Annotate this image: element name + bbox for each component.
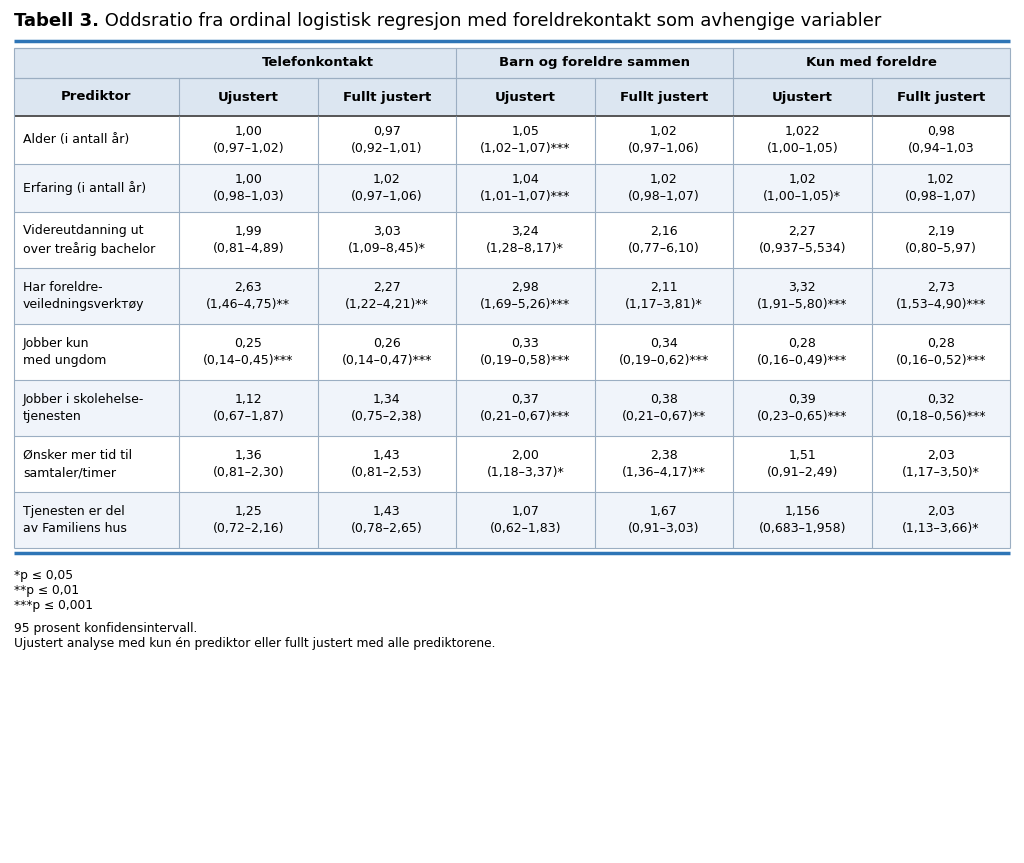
Text: 1,36
(0,81–2,30): 1,36 (0,81–2,30) <box>212 449 284 479</box>
Text: 1,02
(0,97–1,06): 1,02 (0,97–1,06) <box>628 125 699 155</box>
Text: 1,43
(0,78–2,65): 1,43 (0,78–2,65) <box>351 505 423 535</box>
Text: 0,98
(0,94–1,03: 0,98 (0,94–1,03 <box>907 125 974 155</box>
Text: **p ≤ 0,01: **p ≤ 0,01 <box>14 584 79 597</box>
Text: Alder (i antall år): Alder (i antall år) <box>23 134 129 147</box>
Text: 1,67
(0,91–3,03): 1,67 (0,91–3,03) <box>628 505 699 535</box>
Text: 3,24
(1,28–8,17)*: 3,24 (1,28–8,17)* <box>486 225 564 255</box>
Text: *p ≤ 0,05: *p ≤ 0,05 <box>14 569 73 582</box>
Bar <box>14 78 1010 116</box>
Text: Ujustert: Ujustert <box>495 91 556 104</box>
Text: 0,97
(0,92–1,01): 0,97 (0,92–1,01) <box>351 125 423 155</box>
Text: 0,34
(0,19–0,62)***: 0,34 (0,19–0,62)*** <box>618 337 709 367</box>
Text: Fullt justert: Fullt justert <box>343 91 431 104</box>
Text: 0,32
(0,18–0,56)***: 0,32 (0,18–0,56)*** <box>896 393 986 423</box>
Bar <box>14 48 1010 78</box>
Text: Tabell 3.: Tabell 3. <box>14 12 99 30</box>
Text: Kun med foreldre: Kun med foreldre <box>806 56 937 70</box>
Bar <box>14 436 1010 492</box>
Text: 1,43
(0,81–2,53): 1,43 (0,81–2,53) <box>351 449 423 479</box>
Text: 2,73
(1,53–4,90)***: 2,73 (1,53–4,90)*** <box>896 281 986 311</box>
Text: Telefonkontakt: Telefonkontakt <box>261 56 374 70</box>
Text: 95 prosent konfidensintervall.: 95 prosent konfidensintervall. <box>14 622 198 635</box>
Text: 2,38
(1,36–4,17)**: 2,38 (1,36–4,17)** <box>622 449 706 479</box>
Text: Barn og foreldre sammen: Barn og foreldre sammen <box>499 56 690 70</box>
Text: Jobber kun
med ungdom: Jobber kun med ungdom <box>23 337 106 367</box>
Text: 1,02
(1,00–1,05)*: 1,02 (1,00–1,05)* <box>763 173 842 203</box>
Text: 1,00
(0,97–1,02): 1,00 (0,97–1,02) <box>212 125 284 155</box>
Text: 1,05
(1,02–1,07)***: 1,05 (1,02–1,07)*** <box>480 125 570 155</box>
Text: Ujustert analyse med kun én prediktor eller fullt justert med alle prediktorene.: Ujustert analyse med kun én prediktor el… <box>14 637 496 650</box>
Text: 0,37
(0,21–0,67)***: 0,37 (0,21–0,67)*** <box>480 393 570 423</box>
Bar <box>14 268 1010 324</box>
Text: Har foreldre-
veiledningsverkтøy: Har foreldre- veiledningsverkтøy <box>23 281 144 311</box>
Text: 0,38
(0,21–0,67)**: 0,38 (0,21–0,67)** <box>622 393 706 423</box>
Text: Videreutdanning ut
over treårig bachelor: Videreutdanning ut over treårig bachelor <box>23 224 156 255</box>
Text: 2,98
(1,69–5,26)***: 2,98 (1,69–5,26)*** <box>480 281 570 311</box>
Text: 1,00
(0,98–1,03): 1,00 (0,98–1,03) <box>212 173 284 203</box>
Text: 1,02
(0,98–1,07): 1,02 (0,98–1,07) <box>628 173 699 203</box>
Bar <box>14 116 1010 164</box>
Text: 2,03
(1,13–3,66)*: 2,03 (1,13–3,66)* <box>902 505 980 535</box>
Text: 1,99
(0,81–4,89): 1,99 (0,81–4,89) <box>212 225 284 255</box>
Text: 0,28
(0,16–0,52)***: 0,28 (0,16–0,52)*** <box>896 337 986 367</box>
Text: Tjenesten er del
av Familiens hus: Tjenesten er del av Familiens hus <box>23 505 127 535</box>
Text: ***p ≤ 0,001: ***p ≤ 0,001 <box>14 599 93 612</box>
Text: 1,022
(1,00–1,05): 1,022 (1,00–1,05) <box>766 125 838 155</box>
Text: 1,34
(0,75–2,38): 1,34 (0,75–2,38) <box>351 393 423 423</box>
Bar <box>14 164 1010 212</box>
Text: 1,25
(0,72–2,16): 1,25 (0,72–2,16) <box>213 505 284 535</box>
Text: 1,07
(0,62–1,83): 1,07 (0,62–1,83) <box>489 505 561 535</box>
Text: Ujustert: Ujustert <box>772 91 833 104</box>
Text: 2,63
(1,46–4,75)**: 2,63 (1,46–4,75)** <box>206 281 290 311</box>
Text: Prediktor: Prediktor <box>61 91 132 104</box>
Text: 1,12
(0,67–1,87): 1,12 (0,67–1,87) <box>212 393 284 423</box>
Text: 2,11
(1,17–3,81)*: 2,11 (1,17–3,81)* <box>625 281 702 311</box>
Text: 1,51
(0,91–2,49): 1,51 (0,91–2,49) <box>767 449 838 479</box>
Text: 0,28
(0,16–0,49)***: 0,28 (0,16–0,49)*** <box>757 337 848 367</box>
Text: Fullt justert: Fullt justert <box>620 91 708 104</box>
Text: Oddsratio fra ordinal logistisk regresjon med foreldrekontakt som avhengige vari: Oddsratio fra ordinal logistisk regresjo… <box>99 12 882 30</box>
Text: Ujustert: Ujustert <box>218 91 279 104</box>
Text: 2,03
(1,17–3,50)*: 2,03 (1,17–3,50)* <box>902 449 980 479</box>
Text: 1,02
(0,97–1,06): 1,02 (0,97–1,06) <box>351 173 423 203</box>
Text: 2,27
(0,937–5,534): 2,27 (0,937–5,534) <box>759 225 846 255</box>
Bar <box>14 380 1010 436</box>
Text: 3,03
(1,09–8,45)*: 3,03 (1,09–8,45)* <box>348 225 426 255</box>
Text: 0,33
(0,19–0,58)***: 0,33 (0,19–0,58)*** <box>480 337 570 367</box>
Text: Erfaring (i antall år): Erfaring (i antall år) <box>23 181 146 195</box>
Text: 0,26
(0,14–0,47)***: 0,26 (0,14–0,47)*** <box>342 337 432 367</box>
Text: Fullt justert: Fullt justert <box>897 91 985 104</box>
Text: 1,156
(0,683–1,958): 1,156 (0,683–1,958) <box>759 505 846 535</box>
Bar <box>14 212 1010 268</box>
Text: 0,39
(0,23–0,65)***: 0,39 (0,23–0,65)*** <box>757 393 848 423</box>
Text: 3,32
(1,91–5,80)***: 3,32 (1,91–5,80)*** <box>757 281 848 311</box>
Text: Jobber i skolehelse-
tjenesten: Jobber i skolehelse- tjenesten <box>23 393 144 423</box>
Bar <box>14 492 1010 548</box>
Text: 2,00
(1,18–3,37)*: 2,00 (1,18–3,37)* <box>486 449 564 479</box>
Text: 1,04
(1,01–1,07)***: 1,04 (1,01–1,07)*** <box>480 173 570 203</box>
Text: Ønsker mer tid til
samtaler/timer: Ønsker mer tid til samtaler/timer <box>23 449 132 479</box>
Text: 2,27
(1,22–4,21)**: 2,27 (1,22–4,21)** <box>345 281 429 311</box>
Bar <box>14 324 1010 380</box>
Text: 2,19
(0,80–5,97): 2,19 (0,80–5,97) <box>905 225 977 255</box>
Text: 0,25
(0,14–0,45)***: 0,25 (0,14–0,45)*** <box>203 337 294 367</box>
Text: 2,16
(0,77–6,10): 2,16 (0,77–6,10) <box>628 225 699 255</box>
Text: 1,02
(0,98–1,07): 1,02 (0,98–1,07) <box>905 173 977 203</box>
